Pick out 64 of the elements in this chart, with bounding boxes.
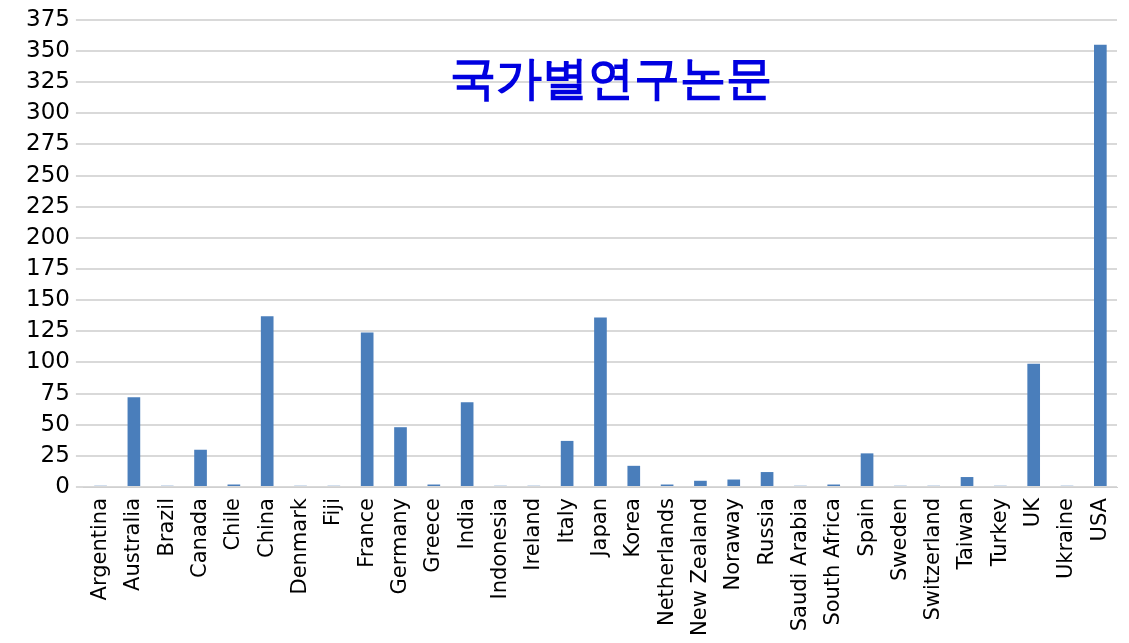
bar bbox=[627, 465, 641, 486]
x-tick-label: Greece bbox=[420, 498, 445, 573]
y-tick-label: 50 bbox=[40, 409, 70, 436]
bar bbox=[727, 479, 741, 486]
x-tick-label: Taiwan bbox=[953, 498, 978, 571]
bar bbox=[1027, 363, 1041, 486]
x-tick-label: Noraway bbox=[720, 498, 745, 591]
y-tick-label: 0 bbox=[55, 471, 70, 498]
y-tick-label: 200 bbox=[25, 222, 70, 249]
y-tick-label: 125 bbox=[25, 316, 70, 343]
bar bbox=[960, 477, 974, 486]
x-tick-label: Brazil bbox=[153, 498, 178, 557]
y-tick-label: 225 bbox=[25, 191, 70, 218]
x-tick-label: Germany bbox=[386, 498, 411, 595]
x-tick-label: South Africa bbox=[820, 498, 845, 626]
y-tick-label: 375 bbox=[25, 4, 70, 31]
y-tick-label: 250 bbox=[25, 160, 70, 187]
x-tick-label: France bbox=[353, 498, 378, 568]
x-tick-label: Korea bbox=[620, 498, 645, 558]
y-tick-label: 150 bbox=[25, 285, 70, 312]
x-tick-label: Argentina bbox=[87, 498, 112, 601]
x-tick-label: Switzerland bbox=[920, 498, 945, 621]
x-tick-label: Australia bbox=[120, 498, 145, 591]
y-tick-label: 275 bbox=[25, 129, 70, 156]
x-tick-label: China bbox=[253, 498, 278, 558]
x-tick-label: India bbox=[453, 498, 478, 550]
y-tick-label: 350 bbox=[25, 35, 70, 62]
x-tick-label: Canada bbox=[186, 498, 211, 578]
y-tick-label: 75 bbox=[40, 378, 70, 405]
bar bbox=[760, 472, 774, 486]
bar bbox=[260, 316, 274, 486]
text: 국가별연구논문 bbox=[449, 50, 772, 105]
bar bbox=[394, 427, 407, 486]
x-tick-label: UK bbox=[1020, 496, 1045, 528]
bar bbox=[594, 317, 607, 486]
bar bbox=[127, 397, 141, 486]
y-tick-label: 100 bbox=[25, 347, 70, 374]
bar bbox=[694, 480, 707, 486]
x-tick-label: Indonesia bbox=[486, 498, 511, 600]
x-tick-label: Saudi Arabia bbox=[786, 498, 811, 632]
x-tick-label: Turkey bbox=[986, 498, 1011, 568]
bar bbox=[860, 453, 874, 486]
bar bbox=[460, 402, 474, 486]
bar bbox=[194, 449, 207, 486]
x-tick-label: Japan bbox=[586, 498, 611, 559]
x-tick-label: Sweden bbox=[886, 498, 911, 581]
x-tick-label: Russia bbox=[753, 498, 778, 566]
x-tick-label: Ukraine bbox=[1053, 498, 1078, 580]
x-tick-label: New Zealand bbox=[686, 498, 711, 636]
x-tick-label: Netherlands bbox=[653, 498, 678, 627]
x-tick-label: Ireland bbox=[520, 498, 545, 571]
y-tick-label: 325 bbox=[25, 67, 70, 94]
x-tick-label: USA bbox=[1086, 497, 1111, 542]
x-tick-label: Spain bbox=[853, 498, 878, 557]
x-tick-label: Chile bbox=[220, 498, 245, 551]
x-tick-label: Denmark bbox=[286, 497, 311, 595]
y-tick-label: 300 bbox=[25, 98, 70, 125]
y-tick-label: 25 bbox=[40, 440, 70, 467]
y-tick-label: 175 bbox=[25, 253, 70, 280]
bar bbox=[560, 440, 574, 486]
x-tick-label: Fiji bbox=[320, 498, 345, 527]
x-tick-label: Italy bbox=[553, 498, 578, 544]
bar bbox=[360, 332, 374, 486]
bar bbox=[1094, 44, 1107, 486]
